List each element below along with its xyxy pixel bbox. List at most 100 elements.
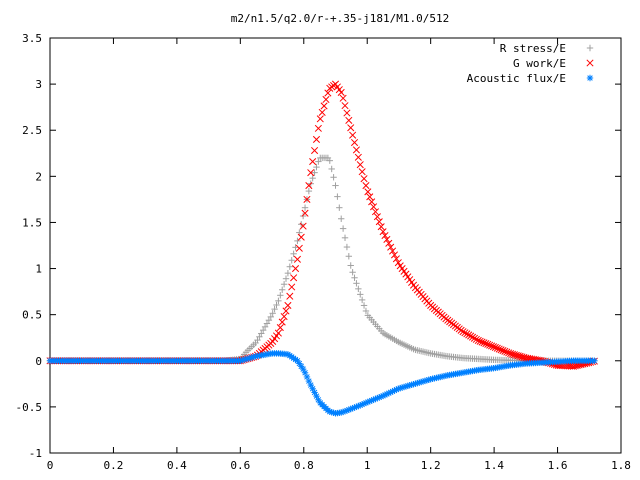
data-point <box>267 313 274 321</box>
data-point <box>328 165 335 173</box>
data-point <box>467 332 475 340</box>
data-point <box>315 396 322 404</box>
data-point <box>347 124 355 132</box>
data-point <box>364 188 372 196</box>
data-point <box>480 339 488 347</box>
data-point <box>271 305 278 313</box>
data-point <box>501 347 509 355</box>
data-point <box>303 195 311 203</box>
data-point <box>499 347 507 355</box>
data-point <box>309 158 317 166</box>
data-point <box>345 116 353 124</box>
data-point <box>461 329 469 337</box>
data-point <box>493 344 501 352</box>
legend-label: G work/E <box>513 57 566 70</box>
series-0 <box>46 154 598 364</box>
data-point <box>470 334 478 342</box>
data-point <box>489 343 498 351</box>
data-point <box>486 341 494 349</box>
data-point <box>358 168 366 176</box>
data-point <box>389 247 397 255</box>
data-point <box>345 253 353 260</box>
x-tick-label: 0.8 <box>294 459 314 472</box>
data-point <box>591 357 598 364</box>
data-point <box>358 296 366 304</box>
data-point <box>277 292 284 299</box>
data-point <box>478 338 486 346</box>
data-point <box>296 360 303 367</box>
data-point <box>314 124 322 132</box>
data-point <box>293 255 301 263</box>
data-point <box>263 320 271 327</box>
data-point <box>347 262 354 269</box>
y-tick-label: 3.5 <box>22 32 42 45</box>
data-point <box>305 182 313 190</box>
data-point <box>353 280 360 287</box>
legend-marker <box>586 44 594 52</box>
data-point <box>297 233 305 241</box>
data-point <box>284 301 292 309</box>
data-point <box>290 250 297 257</box>
data-point <box>307 169 315 177</box>
data-point <box>352 146 360 154</box>
x-tick-label: 1.2 <box>421 459 441 472</box>
data-point <box>280 312 288 321</box>
data-point <box>387 243 395 251</box>
y-tick-label: -0.5 <box>16 401 43 414</box>
data-point <box>274 329 282 337</box>
data-point <box>276 324 284 332</box>
data-point <box>339 225 347 232</box>
data-point <box>360 175 368 183</box>
data-point <box>311 146 319 155</box>
data-point <box>312 135 321 143</box>
data-layer <box>46 80 598 417</box>
y-tick-label: 2 <box>35 170 42 183</box>
legend-label: R stress/E <box>500 42 566 55</box>
data-point <box>383 235 391 243</box>
y-tick-label: 1.5 <box>22 216 42 229</box>
data-point <box>377 223 385 231</box>
data-point <box>491 343 499 352</box>
data-point <box>390 251 399 259</box>
data-point <box>482 340 490 348</box>
data-point <box>258 330 265 337</box>
data-point <box>465 331 473 339</box>
data-point <box>265 317 273 324</box>
data-point <box>273 301 280 309</box>
data-point <box>349 131 357 139</box>
data-point <box>343 243 351 251</box>
data-point <box>280 281 288 288</box>
data-point <box>357 291 364 298</box>
data-point <box>299 212 307 220</box>
data-point <box>343 109 351 117</box>
series-1 <box>46 80 598 370</box>
legend-marker <box>586 74 594 82</box>
data-point <box>355 285 362 293</box>
data-point <box>332 182 339 189</box>
data-point <box>256 333 263 340</box>
data-point <box>282 275 290 282</box>
data-point <box>269 310 276 317</box>
x-tick-label: 1.8 <box>611 459 631 472</box>
data-point <box>291 265 300 273</box>
plot-frame <box>49 37 622 454</box>
data-point <box>336 204 343 211</box>
data-point <box>288 283 296 291</box>
data-point <box>279 286 286 293</box>
chart-title: m2/n1.5/q2.0/r-+.35-j181/M1.0/512 <box>231 12 450 25</box>
data-point <box>373 213 381 221</box>
x-tick-label: 0.2 <box>104 459 124 472</box>
data-point <box>354 153 362 161</box>
data-point <box>326 157 333 164</box>
data-point <box>315 158 322 165</box>
data-point <box>313 163 320 171</box>
data-point <box>474 336 482 345</box>
data-point <box>476 337 484 345</box>
data-point <box>362 307 370 315</box>
data-point <box>368 198 376 206</box>
x-tick-label: 1.4 <box>484 459 504 472</box>
data-point <box>320 102 328 110</box>
data-point <box>375 218 383 226</box>
data-point <box>362 182 370 190</box>
